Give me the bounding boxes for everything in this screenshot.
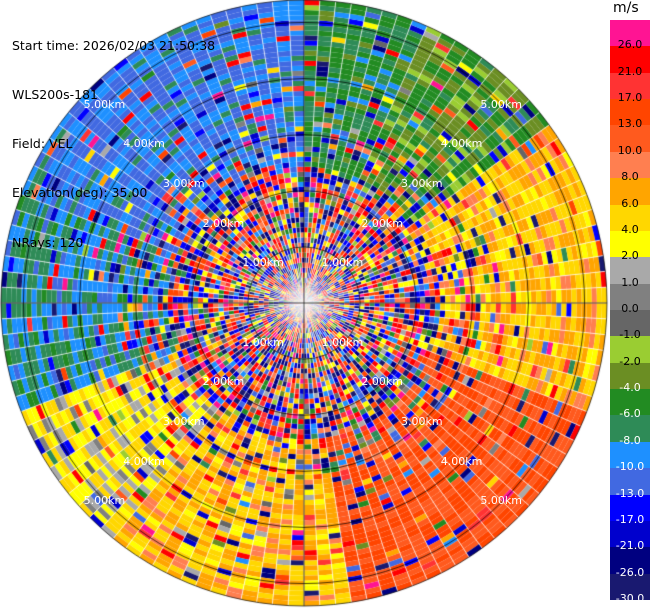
colorbar-segment <box>610 310 650 337</box>
colorbar-tick-label: -21.0 <box>615 539 645 553</box>
start-time-label: Start time: 2026/02/03 21:50:38 <box>12 37 216 53</box>
colorbar-segment <box>610 494 650 522</box>
range-ring-label: 1.00km <box>321 335 364 349</box>
colorbar-tick-label: -26.0 <box>615 565 645 579</box>
colorbar-segment <box>610 415 650 443</box>
colorbar-segment <box>610 46 650 74</box>
colorbar-segment <box>610 573 650 601</box>
range-ring-label: 2.00km <box>361 375 403 389</box>
colorbar-tick-label: -30.0 <box>615 592 645 605</box>
range-ring-label: 5.00km <box>83 494 126 508</box>
colorbar-segment <box>610 20 650 47</box>
plot-info: Start time: 2026/02/03 21:50:38 WLS200s-… <box>12 5 215 267</box>
range-ring-label: 4.00km <box>123 454 165 468</box>
range-ring-label: 2.00km <box>202 216 245 230</box>
colorbar-segment <box>610 362 650 390</box>
colorbar-segment <box>610 204 650 232</box>
colorbar-segment <box>610 151 650 179</box>
colorbar-tick-label: 8.0 <box>621 170 639 184</box>
colorbar-tick-label: 2.0 <box>621 249 639 263</box>
range-ring-label: 1.00km <box>321 256 364 270</box>
colorbar-segment <box>610 125 650 153</box>
range-ring-label: 2.00km <box>361 216 403 230</box>
range-ring-label: 3.00km <box>401 415 443 429</box>
colorbar-tick-label: 1.0 <box>621 275 639 289</box>
colorbar-segment <box>610 389 650 416</box>
colorbar-tick-label: 4.0 <box>621 222 639 236</box>
colorbar-tick-label: 6.0 <box>621 196 639 210</box>
colorbar-tick-label: -1.0 <box>619 328 641 342</box>
range-ring-label: 5.00km <box>480 97 522 111</box>
colorbar-tick-label: -8.0 <box>619 433 641 447</box>
range-ring-label: 5.00km <box>480 494 522 508</box>
colorbar-tick-label: -10.0 <box>615 460 645 474</box>
elevation-label: Elevation(deg): 35.00 <box>12 185 148 201</box>
instrument-label: WLS200s-181 <box>12 87 98 103</box>
colorbar-tick-label: 21.0 <box>617 64 643 78</box>
colorbar-segment <box>610 520 650 548</box>
range-ring-label: 4.00km <box>440 137 483 151</box>
colorbar-tick-label: -17.0 <box>615 512 645 526</box>
range-ring-label: 4.00km <box>440 454 483 468</box>
colorbar: 26.0 21.0 17.0 13.0 10.0 8.0 6.0 4.0 2.0 1.0 0.0 -1… <box>610 20 650 605</box>
range-ring-label: 5.00km <box>83 97 126 111</box>
range-ring-label: 3.00km <box>401 176 443 190</box>
colorbar-segment <box>610 178 650 206</box>
colorbar-tick-label: 13.0 <box>617 117 643 131</box>
range-ring-label: 1.00km <box>242 335 284 349</box>
colorbar-segment <box>610 441 650 469</box>
range-ring-label: 1.00km <box>242 256 284 270</box>
colorbar-title: m/s <box>613 0 639 16</box>
range-ring-label: 4.00km <box>123 137 165 151</box>
range-ring-label: 2.00km <box>202 375 245 389</box>
colorbar-tick-label: 26.0 <box>617 38 643 52</box>
colorbar-segment <box>610 547 650 575</box>
range-ring-label: 3.00km <box>162 415 205 429</box>
colorbar-tick-label: -13.0 <box>615 486 645 500</box>
colorbar-tick-label: 10.0 <box>617 143 643 157</box>
colorbar-segment <box>610 336 650 364</box>
colorbar-tick-label: 17.0 <box>617 91 643 105</box>
ppi-radar-plot <box>0 0 610 610</box>
range-ring-label: 3.00km <box>162 176 205 190</box>
nrays-label: NRays: 120 <box>12 234 84 250</box>
field-label: Field: VEL <box>12 136 73 152</box>
colorbar-segment <box>610 72 650 100</box>
colorbar-segment <box>610 283 650 311</box>
colorbar-segment <box>610 230 650 258</box>
colorbar-segment <box>610 257 650 285</box>
colorbar-segment <box>610 468 650 496</box>
colorbar-tick-label: -6.0 <box>619 407 641 421</box>
colorbar-tick-label: -2.0 <box>619 354 641 368</box>
colorbar-segment <box>610 99 650 126</box>
colorbar-tick-label: 0.0 <box>621 302 639 315</box>
colorbar-tick-label: -4.0 <box>619 381 641 395</box>
